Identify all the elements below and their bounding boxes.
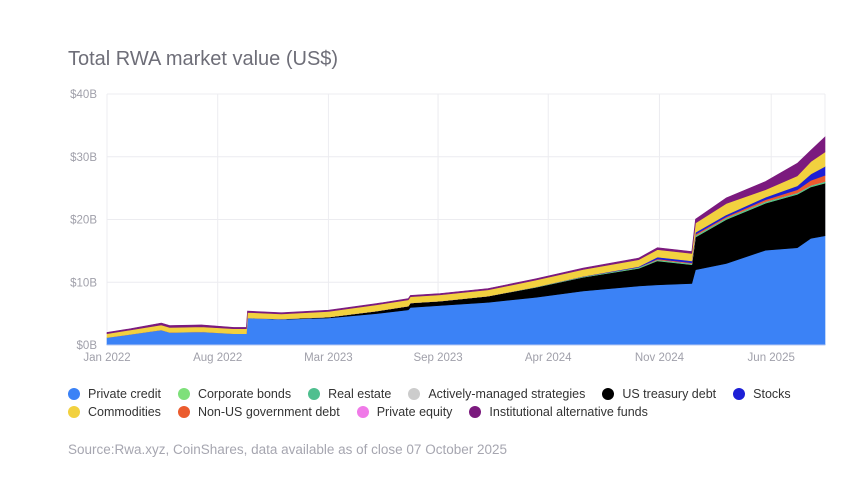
- y-tick-label: $30B: [70, 152, 97, 164]
- legend-swatch: [68, 388, 80, 400]
- legend-item-private-equity: Private equity: [356, 405, 453, 419]
- legend-swatch: [356, 406, 369, 418]
- legend-row: Private credit Corporate bonds Real estate…: [68, 385, 828, 403]
- x-tick-label: Apr 2024: [525, 352, 572, 364]
- legend-item-actively-managed-strategies: Actively-managed strategies: [408, 387, 585, 401]
- x-tick-label: Sep 2023: [413, 352, 462, 364]
- legend-item-real-estate: Real estate: [308, 387, 391, 401]
- legend-item-institutional-alternative-funds: Institutional alternative funds: [469, 405, 648, 419]
- legend-swatch: [469, 406, 482, 418]
- y-tick-label: $10B: [70, 277, 97, 289]
- legend-label: Stocks: [753, 387, 791, 401]
- chart-title: Total RWA market value (US$): [68, 48, 339, 70]
- legend-item-corporate-bonds: Corporate bonds: [177, 387, 292, 401]
- legend-item-non-us-government-debt: Non-US government debt: [177, 405, 340, 419]
- x-tick-label: Nov 2024: [635, 352, 685, 364]
- legend-label: Private equity: [376, 405, 453, 419]
- y-tick-label: $40B: [70, 89, 97, 101]
- legend-item-commodities: Commodities: [68, 405, 161, 419]
- legend-label: Corporate bonds: [197, 387, 292, 401]
- x-tick-label: Mar 2023: [304, 352, 353, 364]
- legend-label: Commodities: [88, 405, 161, 419]
- legend-label: Real estate: [328, 387, 392, 401]
- y-tick-label: $0B: [77, 340, 98, 352]
- legend-item-us-treasury-debt: US treasury debt: [602, 387, 716, 401]
- legend-swatch: [177, 406, 190, 418]
- legend-swatch: [308, 388, 321, 400]
- legend: Private credit Corporate bonds Real estate…: [68, 385, 828, 421]
- legend-label: US treasury debt: [622, 387, 717, 401]
- legend-item-stocks: Stocks: [733, 387, 791, 401]
- legend-label: Institutional alternative funds: [489, 405, 648, 419]
- x-tick-label: Aug 2022: [193, 352, 242, 364]
- area-institutional-alternative-funds: [106, 136, 826, 335]
- legend-swatch: [408, 388, 421, 400]
- y-tick-label: $20B: [70, 215, 97, 227]
- legend-swatch: [733, 388, 746, 400]
- legend-label: Non-US government debt: [197, 405, 340, 419]
- legend-swatch: [68, 406, 80, 418]
- legend-label: Actively-managed strategies: [428, 387, 586, 401]
- x-tick-label: Jan 2022: [83, 352, 130, 364]
- legend-swatch: [602, 388, 615, 400]
- source-note: Source:Rwa.xyz, CoinShares, data availab…: [68, 442, 507, 457]
- legend-row: Commodities Non-US government debt Private…: [68, 403, 828, 421]
- legend-swatch: [177, 388, 190, 400]
- legend-item-private-credit: Private credit: [68, 387, 161, 401]
- legend-label: Private credit: [88, 387, 161, 401]
- x-tick-label: Jun 2025: [748, 352, 795, 364]
